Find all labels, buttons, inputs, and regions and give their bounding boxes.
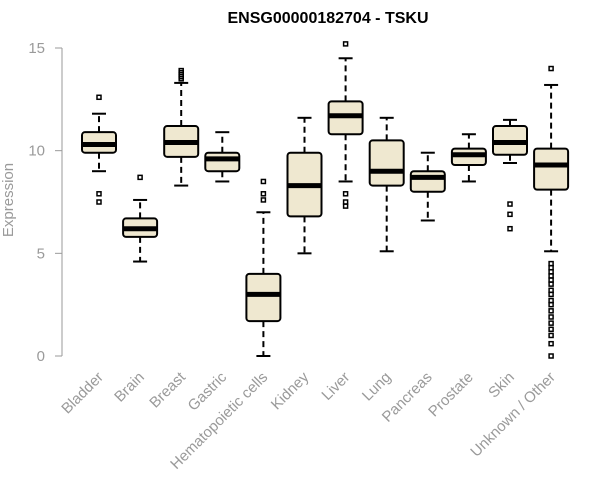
outlier-point: [548, 353, 554, 359]
x-tick-label: Breast: [146, 368, 189, 411]
outlier-point: [260, 191, 267, 197]
box-group: [81, 94, 117, 205]
outlier-point: [137, 174, 143, 181]
box-iqr: [368, 139, 405, 187]
box-group: [327, 41, 364, 209]
outlier-point: [548, 291, 554, 298]
y-axis-ticks: 0 5 10 15: [28, 40, 62, 365]
outlier-point: [548, 65, 554, 72]
box-group: [492, 118, 528, 232]
outlier-point: [548, 281, 554, 287]
box-group: [409, 151, 446, 222]
outlier-point: [96, 191, 102, 197]
y-tick-label: 5: [37, 245, 45, 262]
x-tick-label: Brain: [111, 369, 148, 406]
outlier-point: [507, 211, 513, 218]
box-group: [204, 131, 241, 183]
outlier-point: [260, 197, 267, 203]
box-iqr: [204, 151, 241, 173]
outlier-point: [507, 201, 513, 207]
outlier-point: [342, 203, 349, 209]
box-group: [163, 67, 200, 187]
y-axis-label: Expression: [0, 163, 17, 237]
y-tick-label: 10: [28, 143, 45, 160]
x-tick-label: Skin: [485, 369, 518, 402]
box-iqr: [533, 147, 570, 191]
box-iqr: [409, 170, 446, 193]
outlier-point: [548, 326, 554, 333]
box-group: [122, 174, 159, 263]
y-tick-label: 0: [37, 348, 45, 365]
x-tick-label: Liver: [318, 369, 353, 404]
x-tick-label: Bladder: [58, 369, 107, 418]
outlier-point: [260, 178, 267, 185]
outlier-point: [342, 191, 349, 197]
outlier-point: [548, 308, 554, 314]
outlier-point: [548, 301, 554, 308]
outlier-point: [548, 332, 554, 339]
outlier-point: [96, 199, 102, 205]
outlier-point: [178, 67, 184, 74]
outlier-point: [548, 320, 554, 326]
x-tick-label: Prostate: [425, 369, 477, 421]
box-group: [533, 65, 570, 359]
outlier-point: [507, 225, 513, 232]
box-group: [368, 116, 405, 253]
box-group: [245, 178, 282, 357]
y-tick-label: 15: [28, 40, 45, 57]
box-group: [450, 133, 487, 183]
outlier-point: [548, 340, 554, 347]
outlier-point: [342, 41, 349, 47]
chart-title: ENSG00000182704 - TSKU: [228, 10, 429, 27]
x-tick-label: Lung: [359, 369, 395, 405]
box-series: [81, 41, 570, 359]
box-iqr: [245, 272, 282, 323]
outlier-point: [548, 314, 554, 320]
box-group: [286, 116, 323, 255]
outlier-point: [96, 94, 102, 101]
x-tick-label: Kidney: [268, 368, 313, 413]
